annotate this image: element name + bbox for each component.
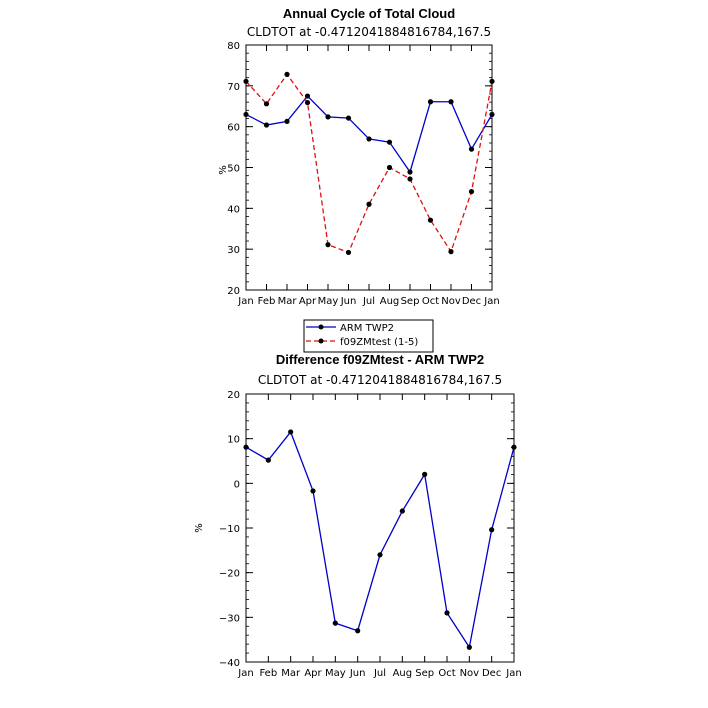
chart2-y-tick-label: −40 — [219, 658, 240, 669]
chart2-x-tick-label: Jan — [505, 668, 521, 679]
chart1-series-1-point — [489, 78, 495, 84]
chart2-series-0-point — [377, 552, 383, 558]
chart2-x-tick-label: Mar — [281, 668, 301, 679]
chart2-series-0-point — [422, 471, 428, 477]
chart2-x-tick-label: Apr — [304, 668, 322, 679]
legend-label-arm: ARM TWP2 — [340, 323, 394, 334]
chart1-series-1-point — [407, 176, 413, 182]
chart1-x-tick-label: Jan — [237, 296, 253, 307]
chart2-y-tick-label: 0 — [234, 479, 240, 490]
chart1-series-0-point — [407, 169, 413, 175]
chart2-series-0-point — [288, 429, 294, 435]
chart1-x-tick-label: Jun — [340, 296, 357, 307]
chart1-series-0-point — [489, 111, 495, 118]
chart2-x-tick-label: Oct — [438, 668, 455, 679]
chart1-x-tick-label: Jan — [483, 296, 499, 307]
chart1-series-0-point — [427, 99, 434, 105]
chart1-series-1-point — [325, 242, 331, 248]
chart2-y-tick-label: 10 — [227, 435, 240, 446]
chart1-y-axis-label: % — [218, 165, 229, 175]
chart2-series-0-point — [489, 527, 495, 533]
chart1-y-tick-label: 30 — [227, 245, 240, 256]
chart1-series-0-point — [468, 146, 475, 152]
chart1-series-0-point — [345, 115, 352, 121]
chart2-x-tick-label: Jan — [237, 668, 253, 679]
chart1-series-0-point — [386, 139, 393, 145]
chart1-series-0-point — [263, 122, 270, 128]
chart1-x-tick-label: Jul — [362, 296, 375, 307]
chart2-y-tick-label: −30 — [219, 613, 240, 624]
chart1-x-tick-label: May — [318, 296, 339, 307]
chart1-x-tick-label: Dec — [462, 296, 481, 307]
chart2-series-0-point — [332, 620, 338, 626]
chart1-series-1-point — [366, 201, 372, 207]
chart1-series-1-point — [243, 78, 249, 84]
chart2-title: Difference f09ZMtest - ARM TWP2 — [276, 352, 484, 367]
chart1-x-tick-label: Mar — [278, 296, 298, 307]
chart1-y-tick-label: 40 — [227, 204, 240, 215]
chart1-y-tick-label: 50 — [227, 164, 240, 175]
chart1-series-line-1 — [245, 73, 493, 254]
chart1-x-tick-label: Aug — [380, 296, 400, 307]
chart2-x-tick-label: Jun — [349, 668, 366, 679]
chart2-series-0-point — [265, 457, 271, 463]
chart2-series-0-point — [466, 644, 472, 650]
chart2-series-0-point — [444, 610, 450, 616]
legend-marker-model — [318, 338, 324, 344]
annual-cycle-chart: Annual Cycle of Total Cloud CLDTOT at -0… — [218, 6, 500, 307]
chart1-series-1-point — [386, 164, 393, 171]
chart2-y-tick-label: −20 — [219, 569, 240, 580]
chart1-series-1-point — [468, 188, 475, 195]
chart1-x-tick-label: Apr — [299, 296, 317, 307]
chart2-x-tick-label: Feb — [259, 668, 277, 679]
legend: ARM TWP2 f09ZMtest (1-5) — [303, 319, 434, 353]
chart1-series-0-point — [304, 93, 311, 99]
chart2-x-tick-label: Sep — [415, 668, 434, 679]
chart1-series-0-point — [284, 118, 290, 124]
chart1-series-1-point — [448, 249, 454, 255]
chart1-y-tick-label: 80 — [227, 41, 240, 52]
chart2-series-0-point — [310, 488, 316, 494]
legend-marker-arm — [318, 324, 324, 330]
legend-label-model: f09ZMtest (1-5) — [340, 337, 418, 348]
chart2-series-0-point — [355, 628, 361, 634]
chart2-subtitle: CLDTOT at -0.4712041884816784,167.5 — [258, 373, 502, 387]
chart1-series-0-point — [448, 99, 454, 105]
chart1-subtitle: CLDTOT at -0.4712041884816784,167.5 — [247, 25, 491, 39]
chart2-x-tick-label: Dec — [482, 668, 501, 679]
chart2-y-axis-label: % — [194, 523, 205, 533]
chart1-y-tick-label: 70 — [227, 82, 240, 93]
chart1-series-1-point — [427, 217, 434, 223]
chart1-series-1-point — [284, 71, 290, 77]
chart1-x-tick-label: Oct — [422, 296, 439, 307]
chart2-series-0-point — [399, 508, 405, 514]
difference-chart: Difference f09ZMtest - ARM TWP2 CLDTOT a… — [194, 352, 522, 679]
chart1-series-0-point — [366, 136, 372, 142]
chart2-y-tick-label: −10 — [219, 524, 240, 535]
legend-box — [303, 319, 434, 353]
chart1-y-tick-label: 20 — [227, 286, 240, 297]
chart2-x-tick-label: May — [325, 668, 346, 679]
chart1-x-tick-label: Feb — [258, 296, 276, 307]
chart1-series-line-0 — [245, 95, 493, 174]
chart2-y-tick-label: 20 — [227, 390, 240, 401]
chart2-series-0-point — [243, 444, 249, 450]
chart1-series-0-point — [325, 114, 331, 120]
chart1-y-tick-label: 60 — [227, 123, 240, 134]
chart1-x-tick-label: Nov — [441, 296, 461, 307]
chart2-series-line-0 — [245, 430, 515, 649]
chart2-x-tick-label: Aug — [393, 668, 413, 679]
chart1-title: Annual Cycle of Total Cloud — [283, 6, 455, 21]
chart1-series-1-point — [345, 249, 352, 256]
chart1-series-0-point — [243, 111, 249, 118]
chart1-series-1-point — [304, 99, 311, 106]
chart1-plot-frame — [245, 44, 493, 291]
chart1-series-1-point — [263, 101, 270, 107]
chart1-x-tick-label: Sep — [401, 296, 420, 307]
chart2-x-tick-label: Jul — [373, 668, 386, 679]
chart2-x-tick-label: Nov — [460, 668, 480, 679]
chart2-series-0-point — [511, 444, 517, 450]
